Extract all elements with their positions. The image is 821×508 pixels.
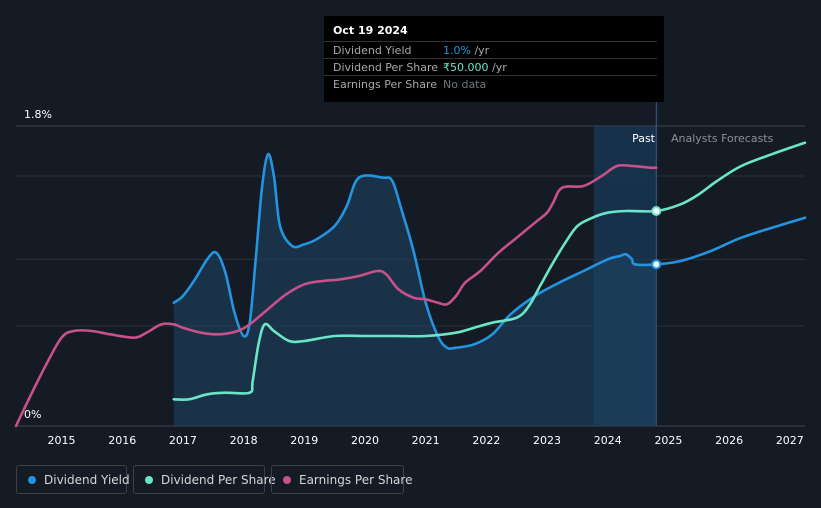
x-tick-label: 2022 — [472, 434, 500, 447]
legend-dot-icon — [283, 476, 291, 484]
x-tick-label: 2020 — [351, 434, 379, 447]
x-tick-label: 2023 — [533, 434, 561, 447]
tooltip-row-dividend-yield: Dividend Yield 1.0% /yr — [324, 41, 657, 59]
tooltip-value: No data — [443, 78, 487, 91]
x-tick-label: 2017 — [169, 434, 197, 447]
tooltip-row-dividend-per-share: Dividend Per Share ₹50.000 /yr — [324, 58, 657, 76]
x-tick-label: 2018 — [230, 434, 258, 447]
x-tick-label: 2026 — [715, 434, 743, 447]
analysts-forecasts-label: Analysts Forecasts — [671, 132, 774, 145]
legend-dividend-yield[interactable]: Dividend Yield — [16, 465, 130, 494]
tooltip-row-earnings-per-share: Earnings Per Share No data — [324, 75, 657, 93]
dividend-yield-area — [173, 154, 657, 427]
y-tick-label: 1.8% — [24, 108, 52, 121]
x-tick-label: 2025 — [654, 434, 682, 447]
legend-label: Dividend Yield — [44, 473, 130, 487]
x-tick-label: 2016 — [108, 434, 136, 447]
y-tick-label: 0% — [24, 408, 41, 421]
tooltip-label: Dividend Yield — [333, 44, 412, 57]
past-label: Past — [632, 132, 656, 145]
legend-earnings-per-share[interactable]: Earnings Per Share — [271, 465, 412, 494]
tooltip-label: Dividend Per Share — [333, 61, 439, 74]
x-tick-label: 2019 — [290, 434, 318, 447]
dividend-per-share-marker — [651, 206, 662, 216]
tooltip-value: ₹50.000 /yr — [443, 61, 507, 74]
legend-dot-icon — [28, 476, 36, 484]
dividend-yield-line — [172, 152, 807, 350]
x-tick-label: 2021 — [412, 434, 440, 447]
tooltip-value: 1.0% /yr — [443, 44, 490, 57]
dividend-yield-marker — [651, 259, 662, 270]
legend-label: Dividend Per Share — [161, 473, 276, 487]
legend-dot-icon — [145, 476, 153, 484]
x-tick-label: 2027 — [776, 434, 804, 447]
x-tick-label: 2015 — [48, 434, 76, 447]
tooltip-date: Oct 19 2024 — [333, 24, 408, 37]
legend-label: Earnings Per Share — [299, 473, 413, 487]
tooltip-label: Earnings Per Share — [333, 78, 438, 91]
earnings-per-share-line — [14, 163, 658, 428]
tooltip: Oct 19 2024 Dividend Yield 1.0% /yr Divi… — [324, 16, 664, 102]
legend-dividend-per-share[interactable]: Dividend Per Share — [133, 465, 276, 494]
x-tick-label: 2024 — [594, 434, 622, 447]
dividend-per-share-line — [172, 141, 807, 401]
